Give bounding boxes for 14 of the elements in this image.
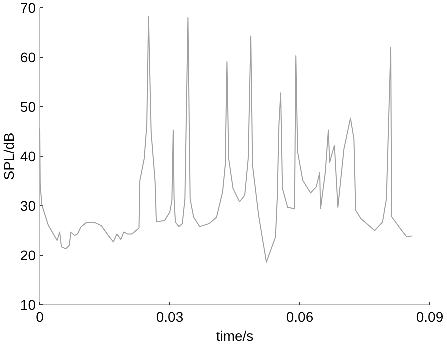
y-tick-label: 30 bbox=[20, 198, 36, 214]
y-tick-label: 70 bbox=[20, 0, 36, 16]
x-axis-title: time/s bbox=[216, 328, 254, 344]
x-tick-label: 0.06 bbox=[286, 309, 314, 325]
y-tick-label: 60 bbox=[20, 49, 36, 66]
x-tick-label: 0 bbox=[36, 309, 44, 325]
y-axis-title: SPL/dB bbox=[1, 132, 17, 180]
y-tick-label: 40 bbox=[20, 148, 36, 164]
line-series bbox=[40, 16, 413, 263]
x-tick-label: 0.09 bbox=[416, 309, 444, 325]
y-tick-label: 10 bbox=[20, 296, 36, 313]
y-tick-label: 50 bbox=[20, 98, 36, 115]
x-tick-label: 0.03 bbox=[156, 309, 184, 325]
y-tick-label: 20 bbox=[20, 247, 36, 264]
